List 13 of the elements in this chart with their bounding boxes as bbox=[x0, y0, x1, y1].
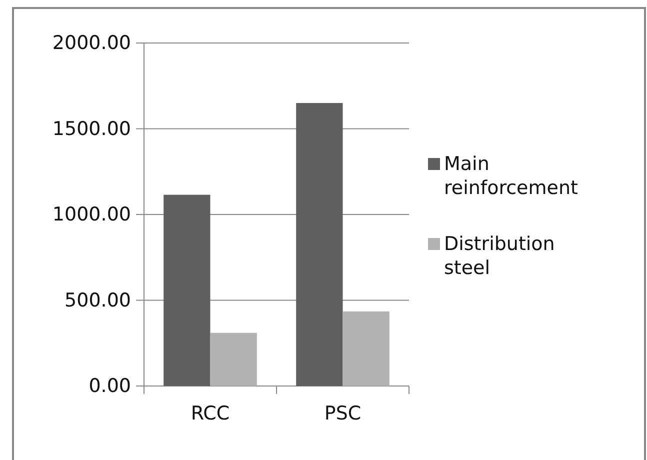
y-tick-label: 1000.00 bbox=[52, 204, 131, 226]
y-tick-label: 2000.00 bbox=[52, 32, 131, 54]
bar bbox=[342, 311, 390, 386]
bar bbox=[210, 332, 257, 386]
y-tick-label: 1500.00 bbox=[52, 118, 131, 140]
x-tick-label: RCC bbox=[190, 402, 230, 424]
y-tick-label: 500.00 bbox=[64, 289, 131, 312]
bar bbox=[164, 194, 210, 386]
y-tick-label: 0.00 bbox=[88, 375, 131, 398]
legend-label: Distribution steel bbox=[444, 233, 555, 279]
x-tick-label: PSC bbox=[324, 402, 362, 424]
legend-label: Main reinforcement bbox=[444, 153, 578, 199]
bar bbox=[296, 103, 343, 386]
